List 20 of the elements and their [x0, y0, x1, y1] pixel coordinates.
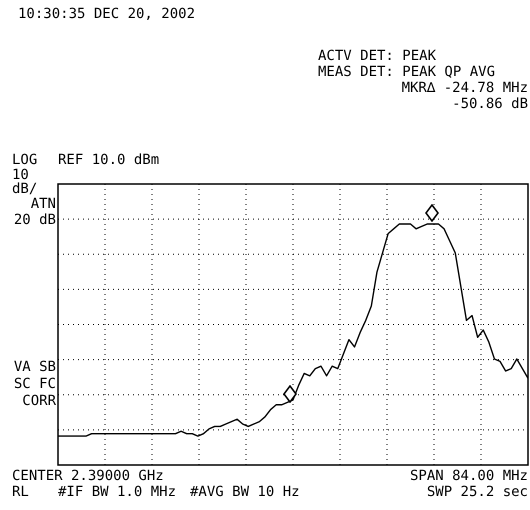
text: LOG — [12, 152, 38, 168]
text: MKR∆ -24.78 MHz — [402, 80, 528, 96]
text: SWP 25.2 sec — [426, 484, 528, 500]
text: REF 10.0 dBm — [58, 152, 160, 168]
text: #IF BW 1.0 MHz — [58, 484, 176, 500]
chart-title: 10:30:35 DEC 20, 2002 — [18, 6, 196, 22]
text: -50.86 dB — [452, 96, 528, 112]
text: #AVG BW 10 Hz — [190, 484, 300, 500]
text: SPAN 84.00 MHz — [410, 468, 528, 484]
text: dB/ — [12, 181, 38, 197]
text: MEAS DET: PEAK QP AVG — [318, 64, 496, 80]
text: ATN — [30, 196, 56, 212]
text: 20 dB — [14, 212, 56, 228]
text: CENTER 2.39000 GHz — [12, 468, 164, 484]
text: SC FC — [14, 376, 56, 392]
text: RL — [12, 484, 29, 500]
text: VA SB — [14, 359, 56, 375]
text: CORR — [22, 393, 56, 409]
text: ACTV DET: PEAK — [318, 48, 436, 64]
text: 10 — [12, 167, 29, 183]
